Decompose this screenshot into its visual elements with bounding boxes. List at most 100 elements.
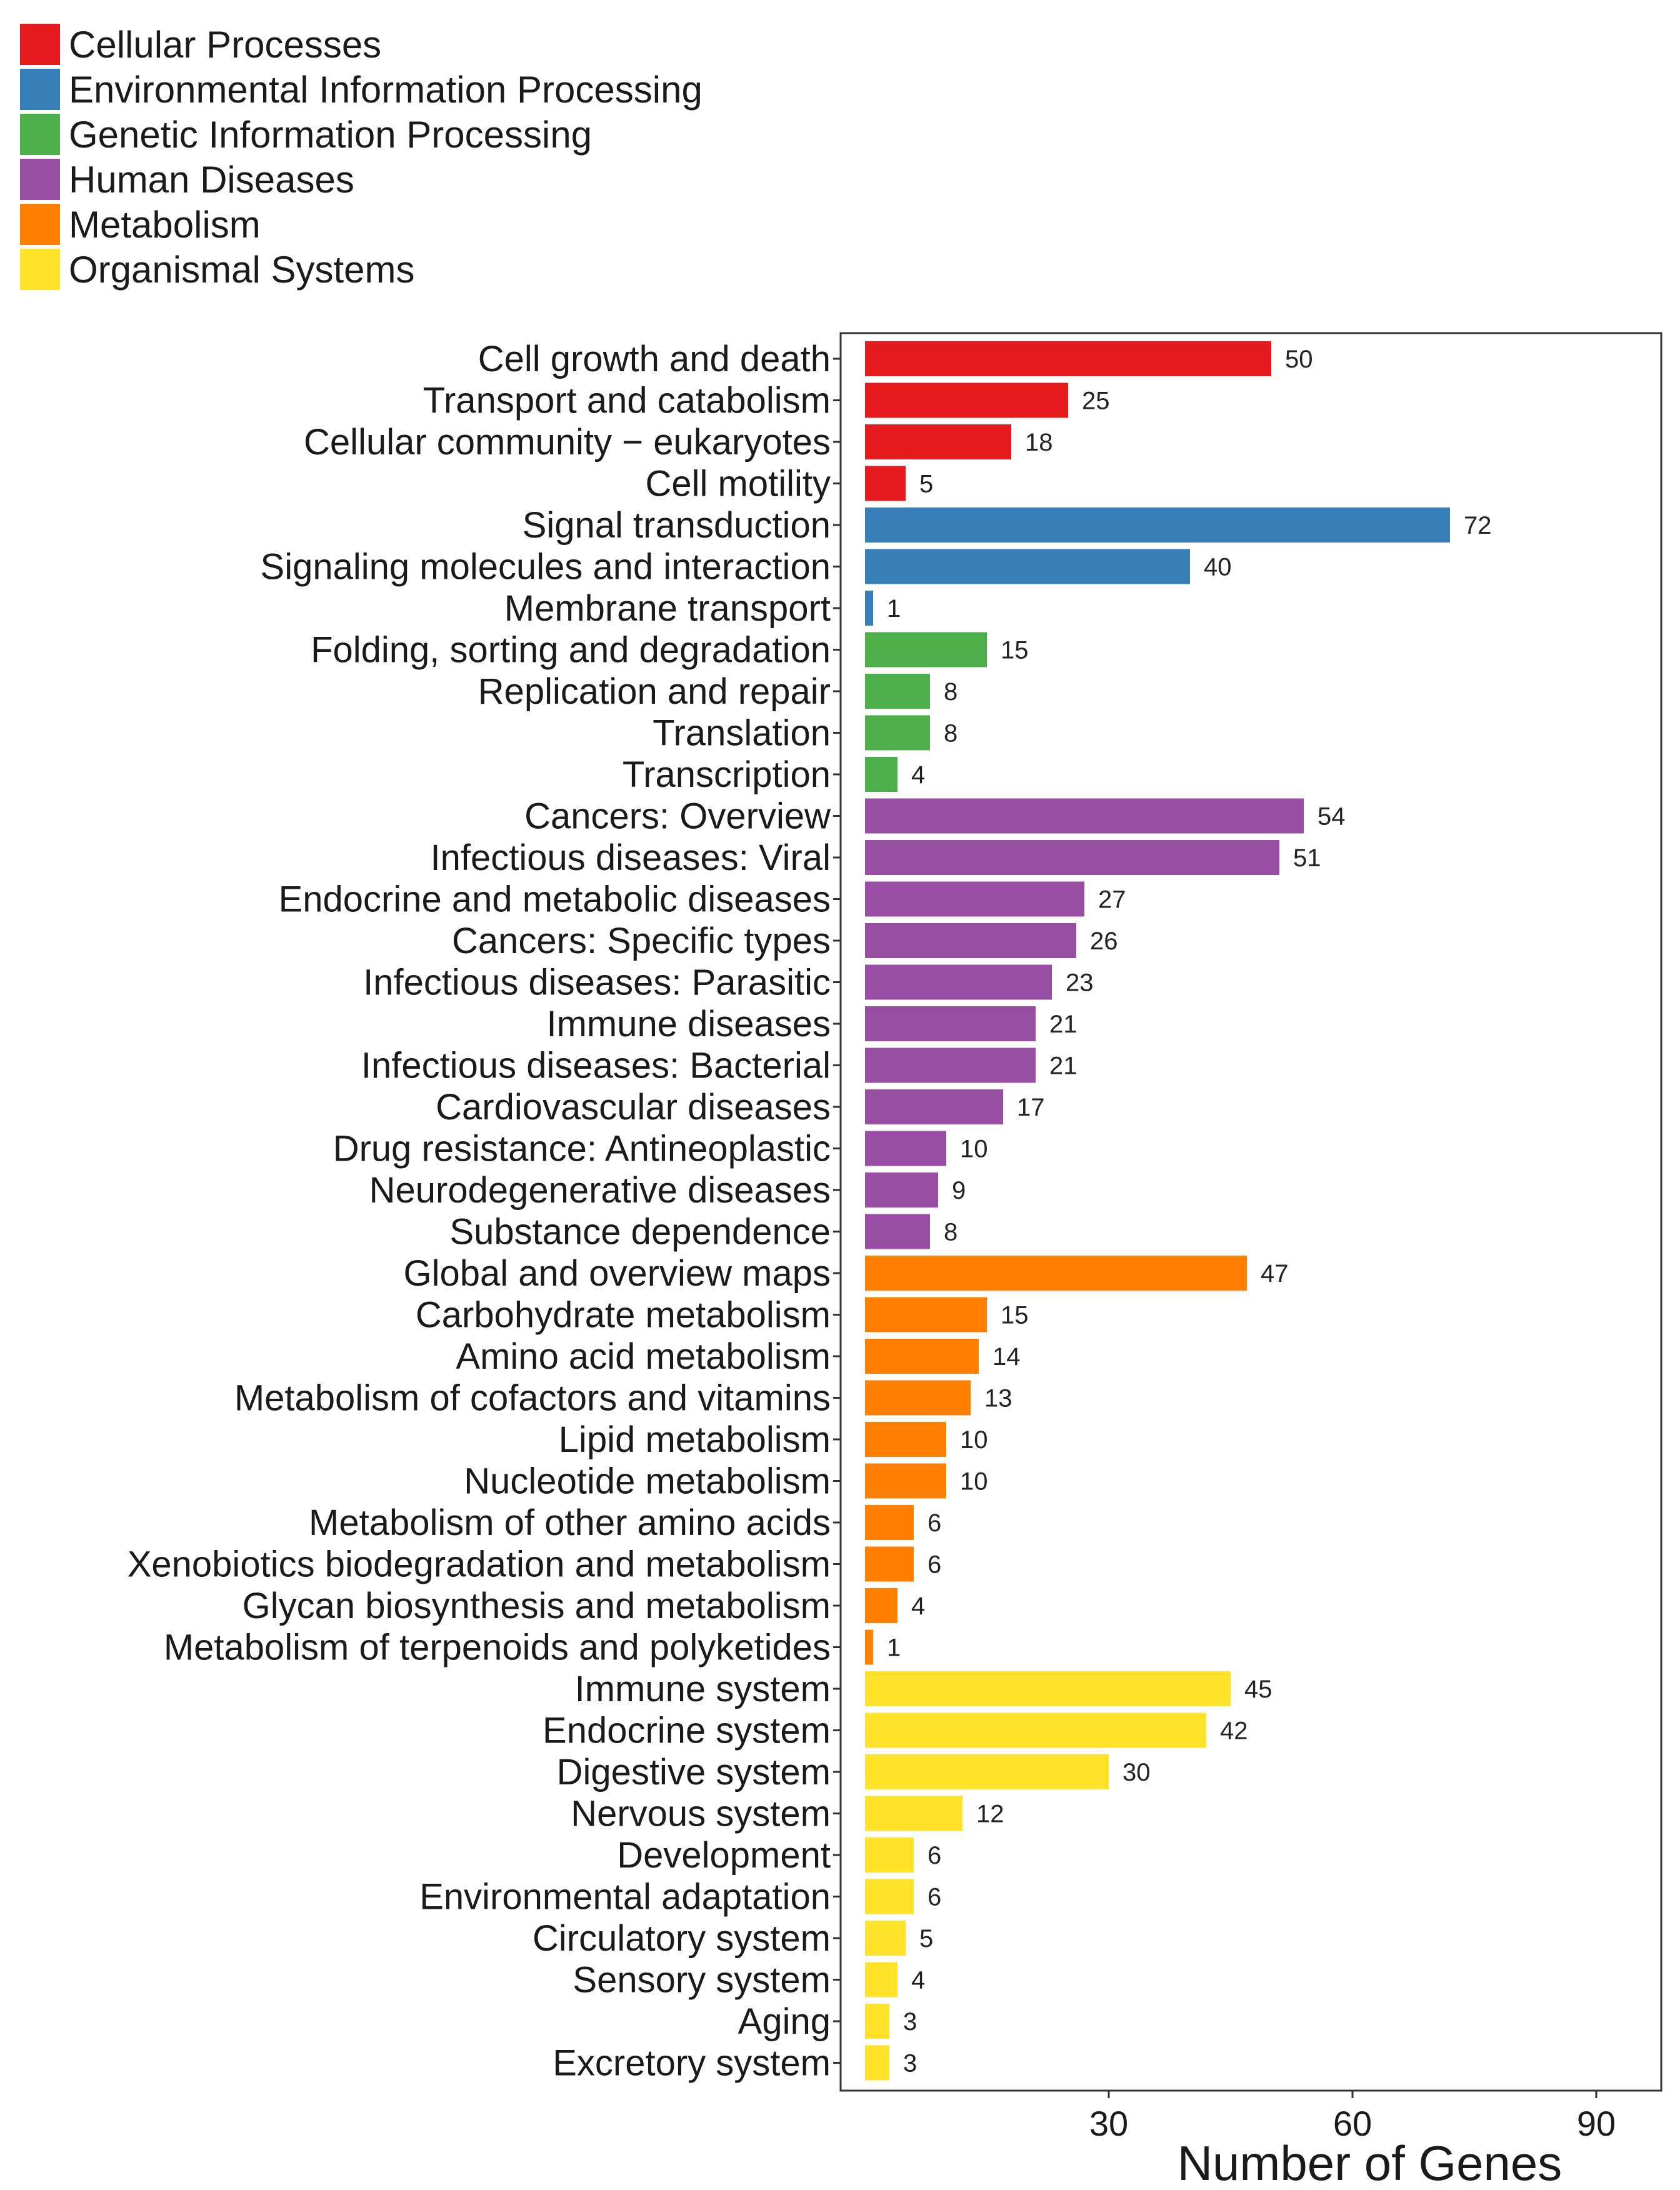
- bar-nervous-system: [865, 1796, 962, 1831]
- legend-label: Environmental Information Processing: [69, 69, 702, 111]
- category-label-cancers-overview: Cancers: Overview: [524, 796, 831, 837]
- legend-item-human-diseases: Human Diseases: [20, 159, 354, 201]
- legend-label: Organismal Systems: [69, 249, 414, 291]
- value-label-metabolism-of-other-amino-acids: 6: [928, 1509, 941, 1537]
- category-label-cell-motility: Cell motility: [646, 464, 831, 504]
- legend-swatch: [20, 204, 60, 245]
- x-tick-label-90: 90: [1577, 2104, 1616, 2143]
- value-label-neurodegenerative-diseases: 9: [952, 1177, 966, 1204]
- bar-neurodegenerative-diseases: [865, 1172, 938, 1208]
- category-label-folding-sorting-and-degradation: Folding, sorting and degradation: [311, 630, 831, 671]
- bar-signal-transduction: [865, 508, 1450, 542]
- legend-label: Human Diseases: [69, 159, 354, 201]
- category-label-digestive-system: Digestive system: [557, 1752, 831, 1792]
- bar-signaling-molecules-and-interaction: [865, 549, 1190, 584]
- bar-development: [865, 1838, 914, 1872]
- value-label-development: 6: [928, 1842, 941, 1869]
- bar-global-and-overview-maps: [865, 1256, 1247, 1291]
- bar-cancers-specific-types: [865, 923, 1076, 958]
- bar-lipid-metabolism: [865, 1422, 946, 1457]
- value-label-metabolism-of-cofactors-and-vitamins: 13: [984, 1385, 1012, 1412]
- category-label-carbohydrate-metabolism: Carbohydrate metabolism: [416, 1295, 831, 1336]
- bar-sensory-system: [865, 1962, 898, 1998]
- bar-cardiovascular-diseases: [865, 1089, 1003, 1124]
- value-label-cell-growth-and-death: 50: [1285, 346, 1313, 373]
- legend-swatch: [20, 114, 60, 155]
- legend-item-cellular-processes: Cellular Processes: [20, 24, 381, 66]
- bar-infectious-diseases-viral: [865, 840, 1279, 875]
- bar-circulatory-system: [865, 1921, 906, 1956]
- value-label-immune-diseases: 21: [1049, 1011, 1078, 1038]
- value-label-endocrine-and-metabolic-diseases: 27: [1098, 886, 1126, 914]
- legend-item-organismal-systems: Organismal Systems: [20, 249, 414, 291]
- value-label-membrane-transport: 1: [887, 595, 901, 622]
- legend-swatch: [20, 249, 60, 290]
- x-axis: 30 60 90: [1089, 2091, 1616, 2143]
- value-label-nervous-system: 12: [976, 1801, 1004, 1828]
- value-label-xenobiotics-biodegradation-and-metabolism: 6: [928, 1551, 941, 1579]
- value-label-endocrine-system: 42: [1220, 1718, 1248, 1745]
- bar-endocrine-system: [865, 1712, 1206, 1748]
- value-label-digestive-system: 30: [1122, 1759, 1151, 1786]
- category-label-metabolism-of-other-amino-acids: Metabolism of other amino acids: [309, 1502, 831, 1543]
- value-label-glycan-biosynthesis-and-metabolism: 4: [911, 1592, 925, 1620]
- category-label-global-and-overview-maps: Global and overview maps: [404, 1253, 831, 1294]
- legend-item-environmental-information-processing: Environmental Information Processing: [20, 69, 702, 111]
- category-label-infectious-diseases-parasitic: Infectious diseases: Parasitic: [363, 962, 831, 1003]
- bar-xenobiotics-biodegradation-and-metabolism: [865, 1546, 914, 1582]
- bar-translation: [865, 715, 930, 751]
- bar-infectious-diseases-parasitic: [865, 964, 1052, 1000]
- category-label-nervous-system: Nervous system: [571, 1794, 831, 1834]
- category-label-infectious-diseases-bacterial: Infectious diseases: Bacterial: [361, 1046, 831, 1086]
- category-label-neurodegenerative-diseases: Neurodegenerative diseases: [369, 1170, 831, 1211]
- bar-glycan-biosynthesis-and-metabolism: [865, 1588, 898, 1623]
- category-label-immune-system: Immune system: [575, 1669, 831, 1709]
- bar-cell-growth-and-death: [865, 341, 1271, 376]
- category-label-glycan-biosynthesis-and-metabolism: Glycan biosynthesis and metabolism: [242, 1586, 831, 1626]
- category-label-environmental-adaptation: Environmental adaptation: [419, 1877, 831, 1918]
- value-label-cancers-overview: 54: [1318, 803, 1346, 831]
- bar-aging: [865, 2004, 889, 2039]
- bar-amino-acid-metabolism: [865, 1339, 979, 1374]
- category-label-transcription: Transcription: [622, 754, 831, 795]
- bar-metabolism-of-terpenoids-and-polyketides: [865, 1629, 873, 1665]
- legend-item-metabolism: Metabolism: [20, 204, 261, 246]
- bar-immune-system: [865, 1671, 1231, 1706]
- bar-excretory-system: [865, 2045, 889, 2081]
- value-label-circulatory-system: 5: [919, 1925, 933, 1952]
- category-label-signaling-molecules-and-interaction: Signaling molecules and interaction: [261, 547, 831, 588]
- category-label-endocrine-system: Endocrine system: [542, 1711, 831, 1751]
- bar-immune-diseases: [865, 1006, 1036, 1041]
- value-label-drug-resistance-antineoplastic: 10: [960, 1136, 988, 1163]
- category-label-development: Development: [617, 1835, 831, 1876]
- category-label-drug-resistance-antineoplastic: Drug resistance: Antineoplastic: [333, 1129, 831, 1169]
- bar-metabolism-of-cofactors-and-vitamins: [865, 1380, 971, 1416]
- category-label-endocrine-and-metabolic-diseases: Endocrine and metabolic diseases: [279, 879, 831, 920]
- value-label-folding-sorting-and-degradation: 15: [1001, 637, 1029, 664]
- category-label-amino-acid-metabolism: Amino acid metabolism: [456, 1336, 831, 1377]
- category-label-immune-diseases: Immune diseases: [546, 1004, 831, 1044]
- bar-substance-dependence: [865, 1214, 930, 1249]
- legend-item-genetic-information-processing: Genetic Information Processing: [20, 114, 592, 156]
- bar-endocrine-and-metabolic-diseases: [865, 881, 1084, 917]
- bar-digestive-system: [865, 1754, 1109, 1789]
- value-label-global-and-overview-maps: 47: [1261, 1260, 1289, 1288]
- x-axis-title: Number of Genes: [1178, 2136, 1562, 2190]
- category-label-metabolism-of-cofactors-and-vitamins: Metabolism of cofactors and vitamins: [234, 1378, 831, 1419]
- legend-label: Metabolism: [69, 204, 261, 246]
- bar-membrane-transport: [865, 591, 873, 626]
- legend-label: Cellular Processes: [69, 24, 381, 66]
- x-tick-label-60: 60: [1333, 2104, 1372, 2143]
- bar-folding-sorting-and-degradation: [865, 632, 987, 668]
- category-label-transport-and-catabolism: Transport and catabolism: [423, 381, 831, 421]
- value-label-infectious-diseases-viral: 51: [1293, 844, 1321, 872]
- category-label-excretory-system: Excretory system: [552, 2043, 831, 2084]
- value-label-transcription: 4: [911, 761, 925, 789]
- value-label-transport-and-catabolism: 25: [1082, 388, 1110, 415]
- value-label-cancers-specific-types: 26: [1090, 928, 1118, 955]
- bar-transport-and-catabolism: [865, 382, 1068, 418]
- bar-cell-motility: [865, 466, 906, 501]
